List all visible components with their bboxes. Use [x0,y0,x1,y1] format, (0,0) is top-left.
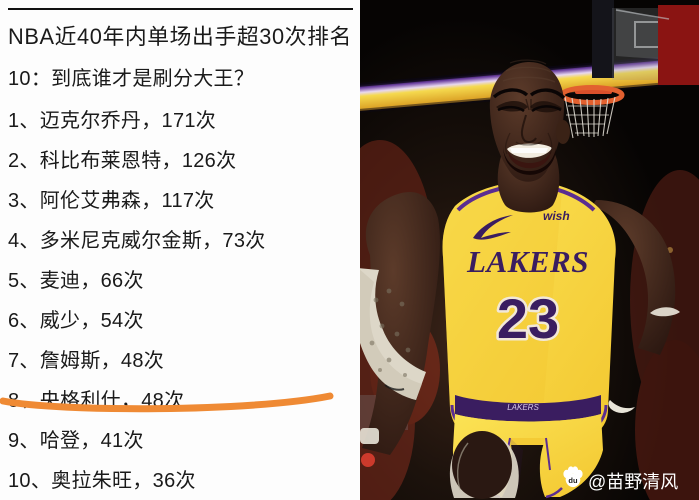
svg-text:wish: wish [543,209,570,223]
svg-text:@苗野清风: @苗野清风 [588,472,678,492]
svg-text:du: du [568,476,578,485]
svg-text:23: 23 [497,287,559,350]
svg-text:LAKERS: LAKERS [507,403,539,412]
svg-text:LAKERS: LAKERS [466,244,589,279]
